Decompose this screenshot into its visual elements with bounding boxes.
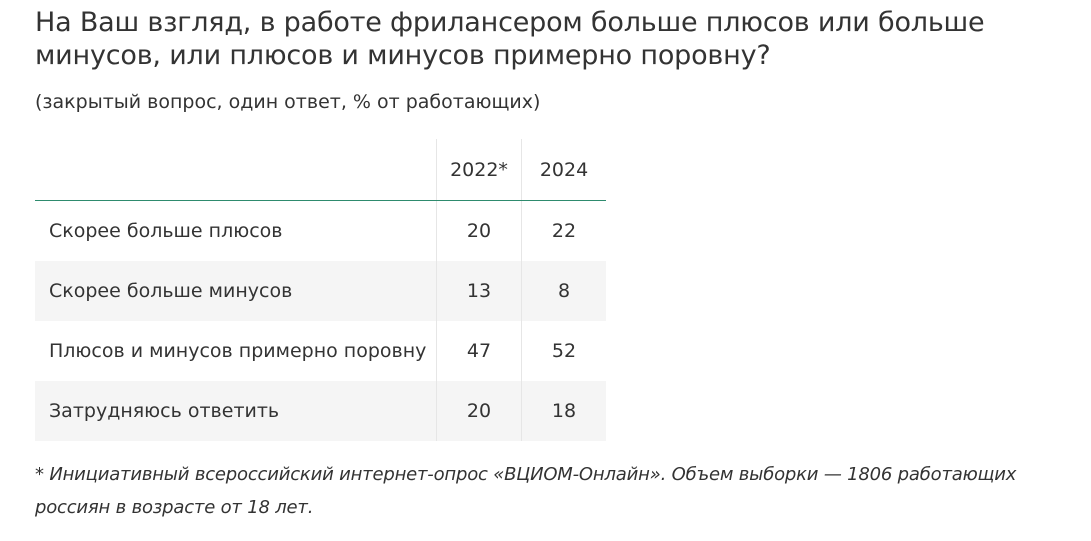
value-2024: 22 — [521, 200, 606, 261]
table-row: Затрудняюсь ответить 20 18 — [35, 381, 606, 441]
header-year-2022: 2022* — [436, 139, 522, 201]
row-label: Скорее больше минусов — [35, 261, 437, 321]
value-2022: 20 — [436, 381, 522, 441]
value-2024: 52 — [521, 321, 606, 381]
row-label: Скорее больше плюсов — [49, 220, 283, 242]
value-2022: 13 — [436, 261, 522, 321]
row-label: Плюсов и минусов примерно поровну — [49, 340, 427, 362]
table-header-row: 2022* 2024 — [35, 139, 606, 201]
header-label-cell — [35, 139, 437, 201]
value-2022: 20 — [436, 200, 522, 261]
table-row: Плюсов и минусов примерно поровну 47 52 — [35, 321, 606, 381]
question-title: На Ваш взгляд, в работе фрилансером боль… — [35, 7, 985, 71]
survey-footnote: * Инициативный всероссийский интернет-оп… — [35, 464, 1017, 518]
value-2022: 47 — [436, 321, 522, 381]
header-year-2024: 2024 — [521, 139, 606, 201]
question-subtitle: (закрытый вопрос, один ответ, % от работ… — [35, 91, 541, 113]
value-2024: 8 — [521, 261, 606, 321]
row-label: Затрудняюсь ответить — [35, 381, 437, 441]
value-2024: 18 — [521, 381, 606, 441]
table-row: Скорее больше плюсов 20 22 — [35, 200, 606, 261]
results-table: 2022* 2024 Скорее больше плюсов 20 22 Ск… — [35, 139, 606, 441]
table-row: Скорее больше минусов 13 8 — [35, 261, 606, 321]
